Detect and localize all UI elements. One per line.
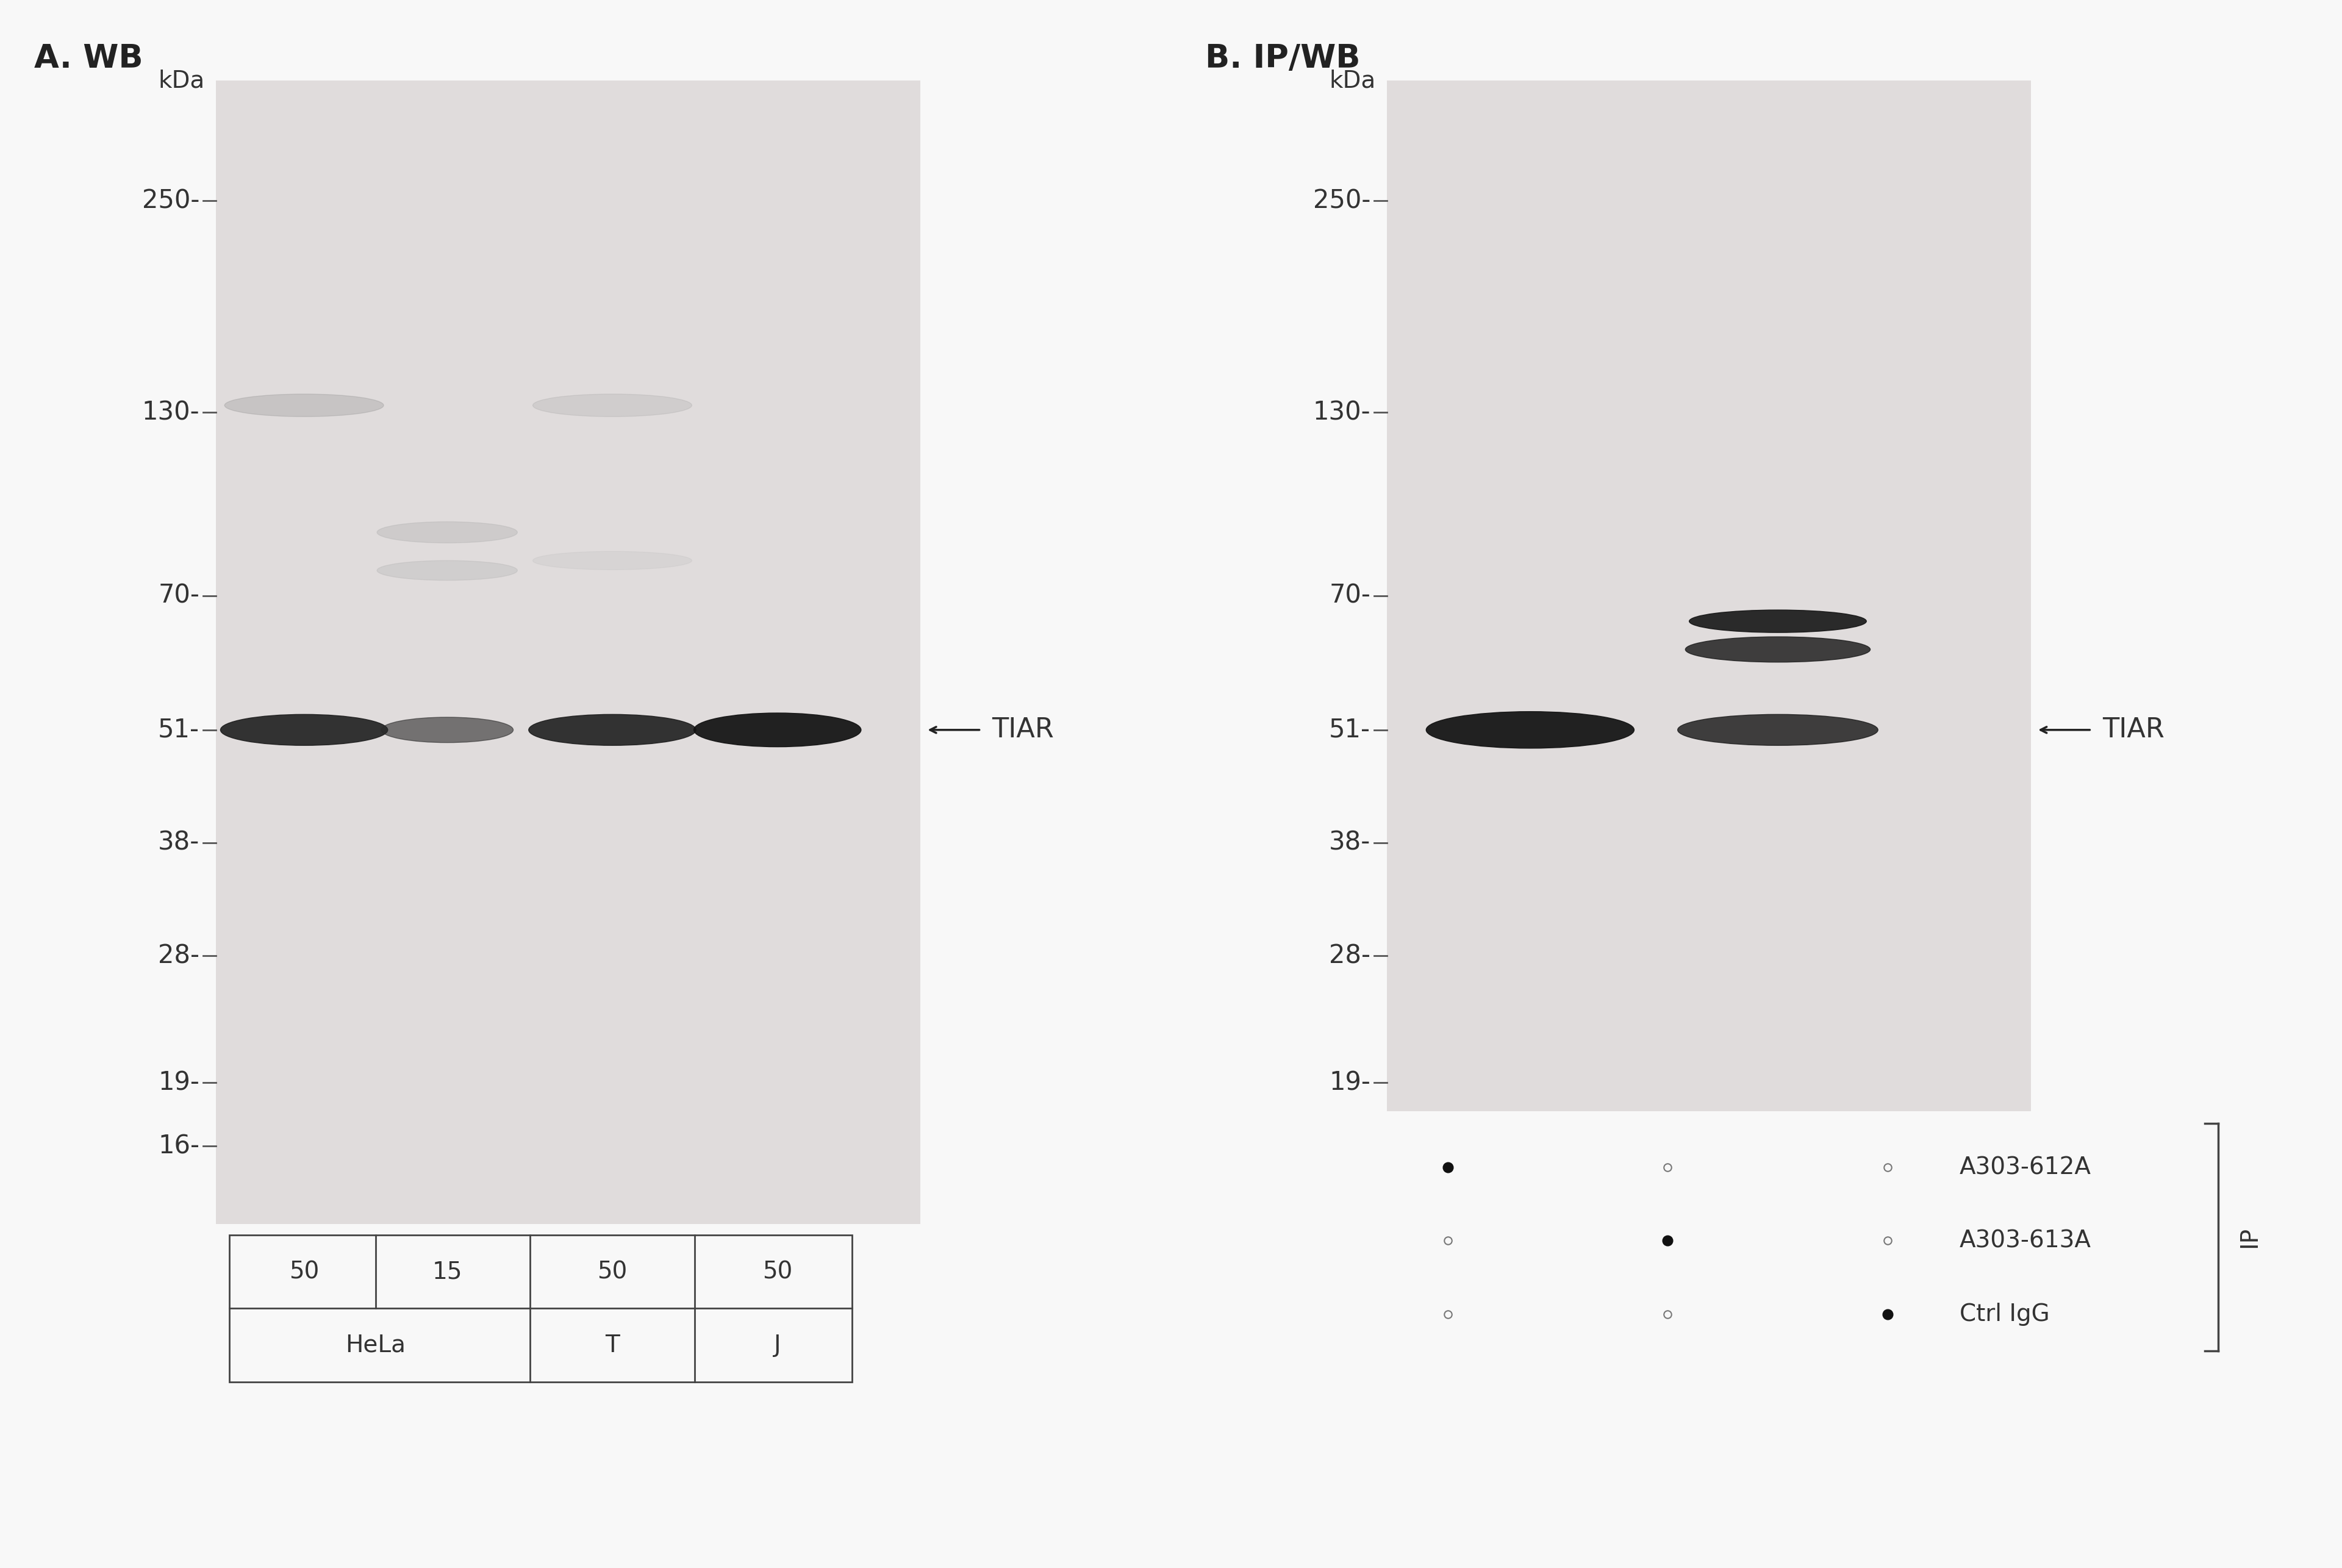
Text: 50: 50 [288,1261,319,1283]
Text: Ctrl IgG: Ctrl IgG [1960,1303,2049,1325]
Ellipse shape [377,522,518,543]
Text: IP: IP [2239,1226,2260,1248]
Text: 51-: 51- [1328,717,1370,743]
Text: J: J [773,1334,780,1356]
Text: 250-: 250- [143,188,199,213]
Ellipse shape [532,552,691,569]
Text: 38-: 38- [157,829,199,856]
Ellipse shape [532,394,691,417]
Text: TIAR: TIAR [2103,717,2164,743]
Text: 250-: 250- [1314,188,1370,213]
Text: 28-: 28- [157,942,199,969]
Text: HeLa: HeLa [347,1334,405,1356]
Ellipse shape [1689,610,1867,632]
Ellipse shape [1686,637,1871,662]
Text: 15: 15 [433,1261,461,1283]
Bar [215,80,920,1223]
Bar [1386,80,2031,1110]
Text: 130-: 130- [1314,400,1370,425]
Ellipse shape [693,713,862,746]
Text: 50: 50 [597,1261,628,1283]
Text: 28-: 28- [1328,942,1370,969]
Text: 19-: 19- [1330,1069,1370,1096]
Ellipse shape [1426,712,1635,748]
Text: 50: 50 [763,1261,792,1283]
Text: 51-: 51- [157,717,199,743]
Ellipse shape [377,560,518,580]
Text: 130-: 130- [143,400,199,425]
Text: A. WB: A. WB [35,42,143,74]
Text: 70-: 70- [159,583,199,608]
Text: TIAR: TIAR [993,717,1054,743]
Ellipse shape [382,717,513,743]
Text: kDa: kDa [1330,69,1377,93]
Ellipse shape [529,715,696,745]
Text: T: T [604,1334,621,1356]
Text: kDa: kDa [159,69,206,93]
Ellipse shape [1677,715,1878,745]
Text: 70-: 70- [1330,583,1370,608]
Text: B. IP/WB: B. IP/WB [1206,42,1361,74]
Text: 38-: 38- [1328,829,1370,856]
Text: 19-: 19- [159,1069,199,1096]
Text: A303-613A: A303-613A [1960,1229,2091,1253]
Bar [230,1236,852,1381]
Text: A303-612A: A303-612A [1960,1156,2091,1179]
Text: 16-: 16- [157,1134,199,1159]
Ellipse shape [220,715,389,745]
Ellipse shape [225,394,384,417]
